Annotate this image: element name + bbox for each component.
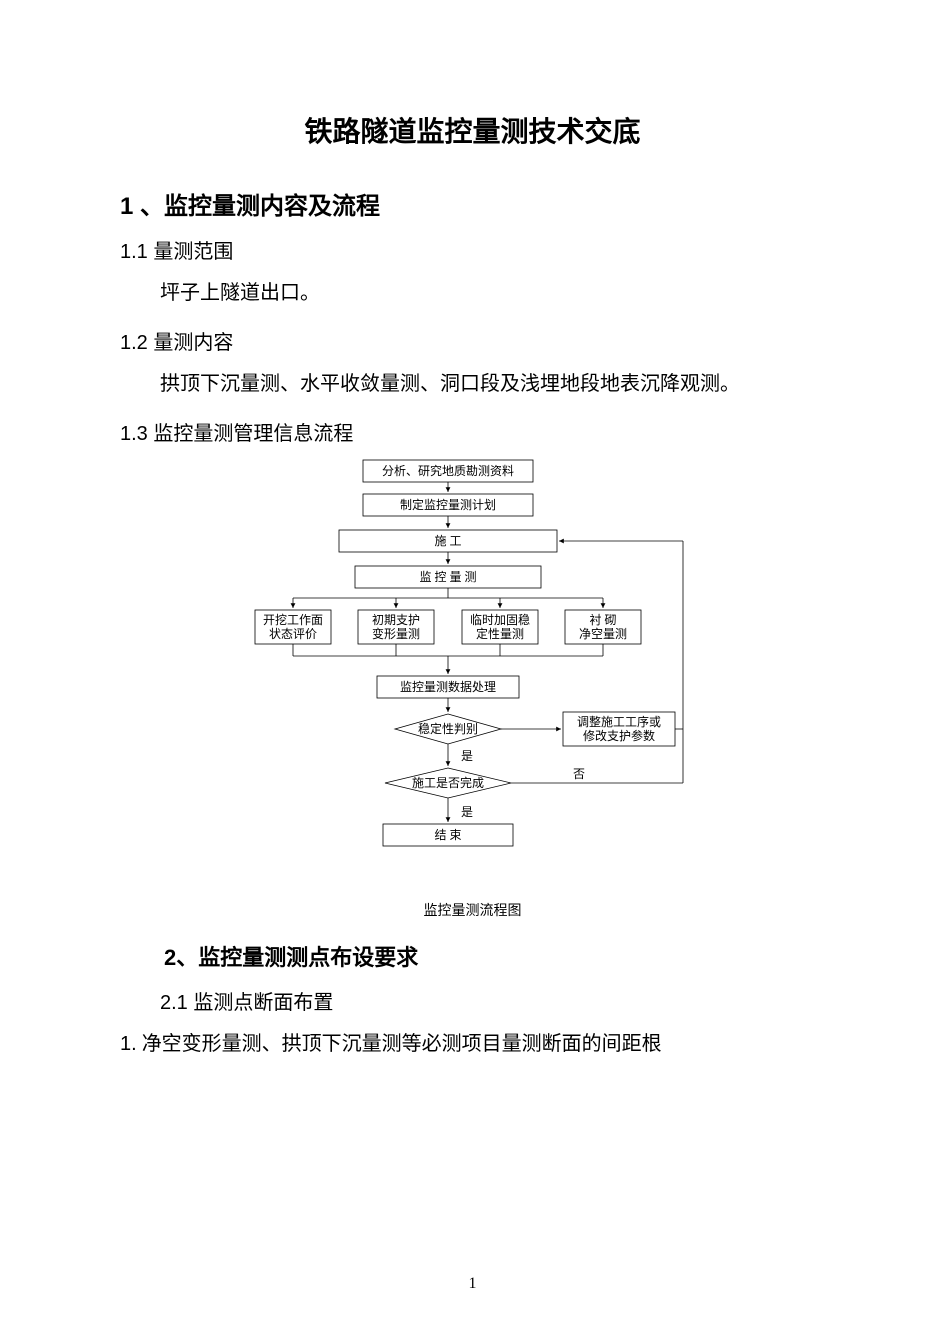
node-adjust-l1: 调整施工工序或 <box>576 714 660 729</box>
node-monitor: 监 控 量 测 <box>419 570 476 584</box>
node-analysis: 分析、研究地质勘测资料 <box>381 463 513 478</box>
node-lining-l2: 净空量测 <box>578 627 626 641</box>
node-end: 结 束 <box>434 828 461 842</box>
flowchart-container: 分析、研究地质勘测资料 制定监控量测计划 施 工 监 控 量 测 开挖 <box>120 456 825 896</box>
label-yes-2: 是 <box>461 805 473 819</box>
label-yes-1: 是 <box>461 749 473 763</box>
node-initial-support-l2: 变形量测 <box>371 626 419 641</box>
section-1-heading: 1 、监控量测内容及流程 <box>120 186 825 221</box>
document-page: 铁路隧道监控量测技术交底 1 、监控量测内容及流程 1.1 量测范围 坪子上隧道… <box>0 0 945 1337</box>
section-1-3-heading: 1.3 监控量测管理信息流程 <box>120 417 825 446</box>
node-face-eval-l2: 状态评价 <box>268 627 316 641</box>
doc-title: 铁路隧道监控量测技术交底 <box>120 110 825 150</box>
flowchart-svg: 分析、研究地质勘测资料 制定监控量测计划 施 工 监 控 量 测 开挖 <box>243 456 703 896</box>
node-face-eval-l1: 开挖工作面 <box>262 612 322 627</box>
node-initial-support-l1: 初期支护 <box>371 613 419 627</box>
node-lining-l1: 衬 砌 <box>589 613 616 627</box>
section-1-2-heading: 1.2 量测内容 <box>120 326 825 355</box>
section-2-1-item-1: 1. 净空变形量测、拱顶下沉量测等必测项目量测断面的间距根 <box>120 1025 825 1063</box>
node-temp-reinforce-l1: 临时加固稳 <box>469 612 529 627</box>
section-2-heading: 2、监控量测测点布设要求 <box>120 940 825 972</box>
item-index: 1. <box>120 1033 137 1055</box>
node-stability-check: 稳定性判别 <box>417 721 477 736</box>
section-1-1-body: 坪子上隧道出口。 <box>120 274 825 312</box>
node-construction: 施 工 <box>434 534 461 548</box>
node-adjust-l2: 修改支护参数 <box>582 728 654 743</box>
node-temp-reinforce-l2: 定性量测 <box>475 626 523 641</box>
label-no-1: 否 <box>573 767 585 781</box>
page-number: 1 <box>0 1275 945 1293</box>
section-2-1-heading: 2.1 监测点断面布置 <box>120 986 825 1015</box>
item-text: 净空变形量测、拱顶下沉量测等必测项目量测断面的间距根 <box>137 1033 662 1055</box>
section-1-1-heading: 1.1 量测范围 <box>120 235 825 264</box>
flowchart-caption: 监控量测流程图 <box>120 900 825 920</box>
node-complete-check: 施工是否完成 <box>411 775 483 790</box>
node-plan: 制定监控量测计划 <box>399 497 495 512</box>
node-data-process: 监控量测数据处理 <box>399 679 495 694</box>
section-1-2-body: 拱顶下沉量测、水平收敛量测、洞口段及浅埋地段地表沉降观测。 <box>120 365 825 403</box>
